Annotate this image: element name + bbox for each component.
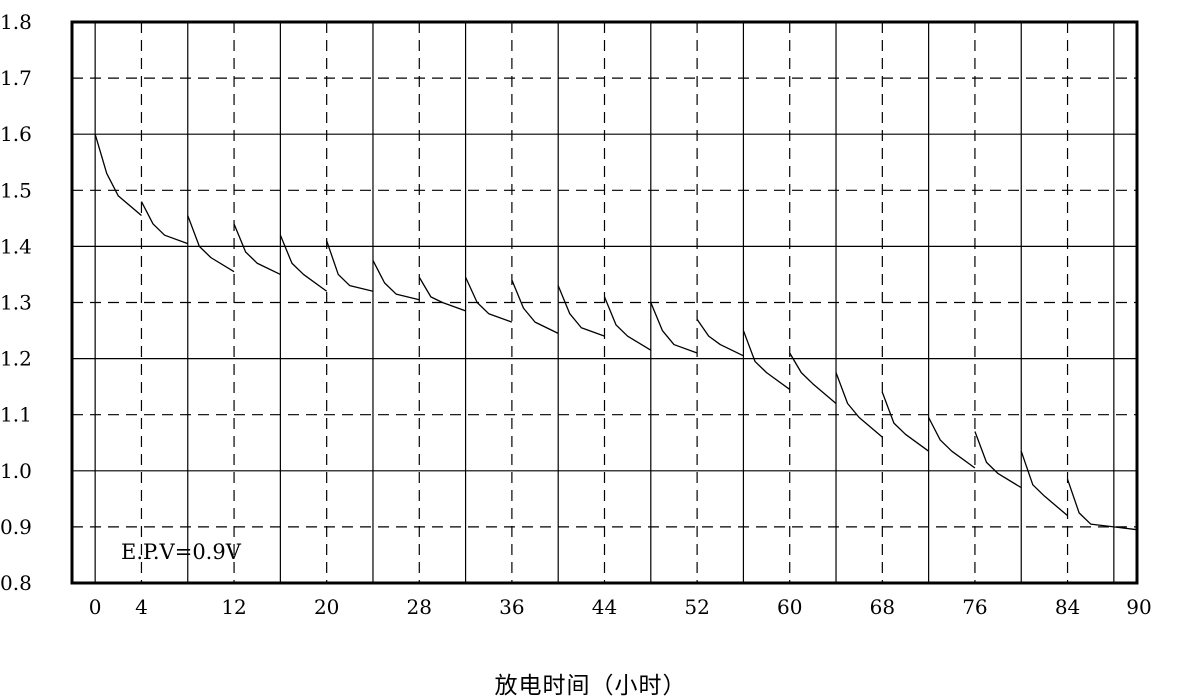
y-tick-label: 1.3 [0,291,32,315]
y-tick-label: 1.7 [0,66,32,90]
series-line-segment [881,392,930,452]
x-tick-label: 4 [135,595,148,619]
x-tick-label: 90 [1126,595,1151,619]
x-tick-label: 84 [1055,595,1080,619]
x-tick-label: 76 [962,595,987,619]
x-tick-label: 44 [592,595,617,619]
y-tick-label: 1.2 [0,347,32,371]
y-tick-label: 1.4 [0,234,32,258]
x-tick-label: 28 [407,595,432,619]
x-tick-label: 60 [777,595,802,619]
grid [72,22,1137,583]
series-line-segment [742,330,791,390]
series-line-segment [464,276,513,323]
series-line-segment [140,201,188,245]
series-line-segment [233,223,281,276]
series-line-segment [326,240,374,292]
y-tick-label: 0.9 [0,515,32,539]
y-tick-label: 1.8 [0,10,32,34]
series-line-segment [557,285,605,337]
series [94,134,1138,531]
x-tick-label: 68 [870,595,895,619]
y-tick-label: 1.6 [0,122,32,146]
x-tick-label: 36 [499,595,524,619]
plot-frame [70,20,1139,585]
series-line-segment [1020,450,1068,517]
y-tick-label: 1.0 [0,459,32,483]
series-line-segment [603,296,652,351]
x-axis-label: 放电时间（小时） [494,673,687,699]
epv-annotation: E.P.V=0.9V [121,540,242,564]
series-line-segment [928,417,976,469]
x-tick-label: 52 [684,595,709,619]
series-line-segment [94,134,142,217]
series-line-segment [279,234,328,292]
y-tick-label: 0.8 [0,571,32,595]
series-line-segment [696,318,744,357]
x-tick-label: 12 [221,595,246,619]
series-line-segment [372,260,420,301]
series-line-segment [418,276,466,312]
series-line-segment [789,352,837,404]
series-line-segment [1066,479,1138,531]
x-tick-label: 20 [314,595,339,619]
x-axis-tick-labels: 0 4 12 20 28 36 44 52 60 68 76 84 90 [89,595,1152,619]
series-line-segment [974,431,1022,489]
series-line-segment [187,215,235,273]
x-tick-label: 0 [89,595,102,619]
series-line-segment [835,372,883,438]
series-line-segment [511,279,559,334]
y-tick-label: 1.1 [0,403,32,427]
series-line-segment [650,302,698,354]
y-tick-label: 1.5 [0,178,32,202]
y-axis-tick-labels: 1.8 1.7 1.6 1.5 1.4 1.3 1.2 1.1 1.0 0.9 0.8 [0,10,32,595]
